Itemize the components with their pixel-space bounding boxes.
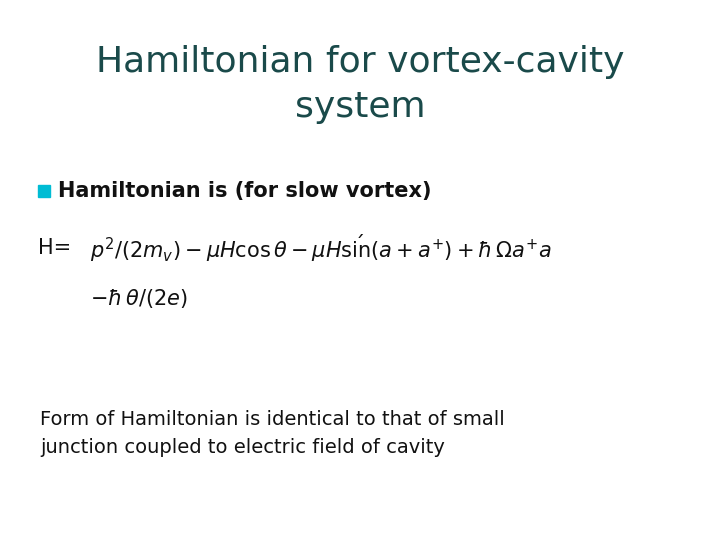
Text: H=: H= [38, 238, 71, 258]
Text: $p^{2}/(2m_{v}) - \mu H\cos\theta - \mu H\'\sin(a + a^{+}) + \hbar\,\Omega a^{+}: $p^{2}/(2m_{v}) - \mu H\cos\theta - \mu … [90, 232, 552, 264]
Bar [38, 185, 50, 197]
Text: Hamiltonian for vortex-cavity: Hamiltonian for vortex-cavity [96, 45, 624, 79]
Text: Hamiltonian is (for slow vortex): Hamiltonian is (for slow vortex) [58, 181, 431, 201]
Text: Form of Hamiltonian is identical to that of small
junction coupled to electric f: Form of Hamiltonian is identical to that… [40, 410, 505, 457]
Text: system: system [294, 90, 426, 124]
Text: $-\hbar\,\theta/(2e)$: $-\hbar\,\theta/(2e)$ [90, 287, 188, 309]
